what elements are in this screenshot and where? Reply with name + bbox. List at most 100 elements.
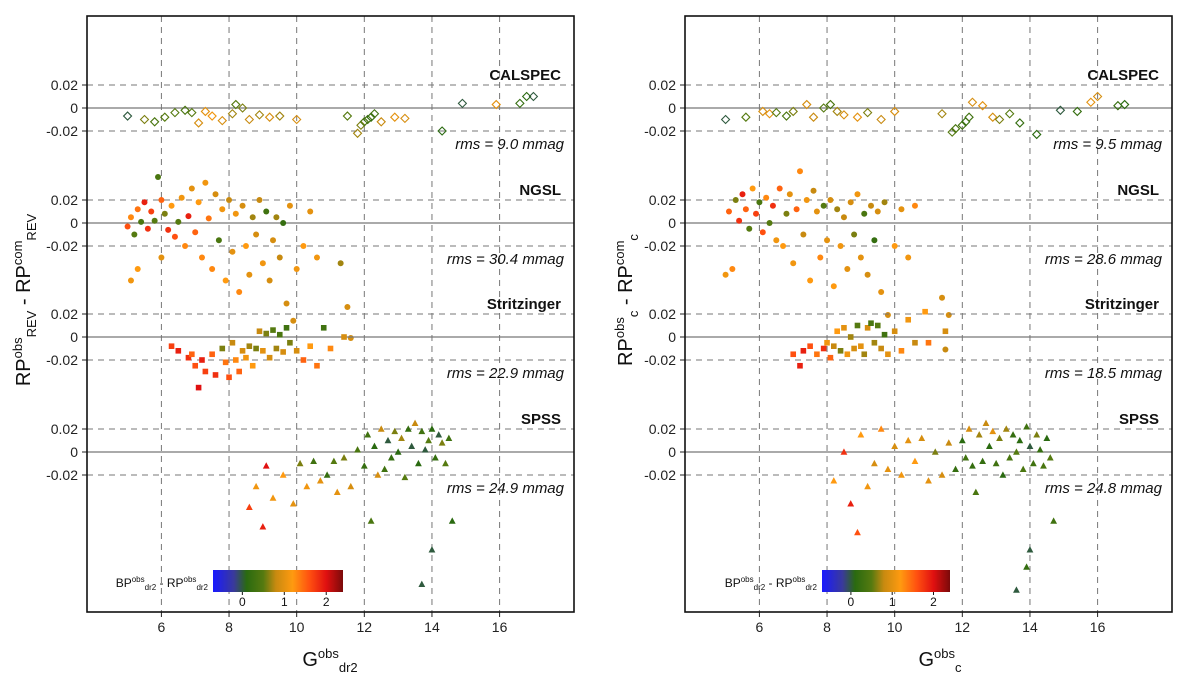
data-point xyxy=(884,312,891,318)
data-point xyxy=(442,459,449,467)
data-point xyxy=(725,208,732,215)
data-point xyxy=(942,346,949,353)
data-point xyxy=(262,462,270,469)
data-point xyxy=(273,214,280,221)
data-point xyxy=(141,199,148,206)
data-point xyxy=(905,254,912,261)
data-point xyxy=(307,208,314,215)
data-point xyxy=(362,114,373,125)
data-point xyxy=(964,112,974,122)
data-point xyxy=(1026,546,1034,553)
data-point xyxy=(333,488,341,496)
data-point xyxy=(207,111,217,121)
data-point xyxy=(270,327,276,333)
data-point xyxy=(158,197,165,203)
data-point xyxy=(313,254,320,261)
data-point xyxy=(788,106,799,117)
data-point xyxy=(293,348,300,354)
data-point xyxy=(985,442,993,450)
data-point xyxy=(408,442,416,450)
data-point xyxy=(1092,91,1103,102)
data-point xyxy=(219,345,226,352)
y-axis-label: RPobsc - RPcomc xyxy=(612,234,641,366)
data-point xyxy=(820,345,827,352)
data-point xyxy=(1004,108,1015,119)
data-point xyxy=(918,434,926,441)
x-label-main: G xyxy=(918,649,934,671)
colorbar-label-a: BP xyxy=(116,576,132,590)
data-point xyxy=(276,331,283,338)
data-point xyxy=(239,348,246,354)
data-point xyxy=(827,354,834,361)
data-point xyxy=(280,349,286,355)
data-point xyxy=(259,523,267,530)
data-point xyxy=(263,330,270,337)
data-point xyxy=(844,266,851,272)
data-point xyxy=(766,220,773,226)
data-point xyxy=(720,114,731,125)
data-point xyxy=(732,197,739,203)
section-title: SPSS xyxy=(521,411,561,428)
data-point xyxy=(151,217,158,224)
y-label-a-sub: c xyxy=(626,310,641,317)
y-label-b-sup: com xyxy=(10,241,25,266)
data-point xyxy=(229,248,236,255)
data-point xyxy=(160,112,170,122)
data-point xyxy=(1015,118,1025,128)
data-point xyxy=(947,127,957,137)
data-point xyxy=(283,325,290,331)
data-point xyxy=(763,194,770,201)
data-point xyxy=(170,107,180,118)
data-point xyxy=(374,471,382,478)
data-point xyxy=(411,419,419,427)
data-point xyxy=(996,434,1003,441)
data-point xyxy=(790,351,797,358)
data-point xyxy=(222,277,229,284)
data-point xyxy=(376,117,387,127)
data-point xyxy=(994,114,1005,125)
data-point xyxy=(171,233,178,240)
data-point xyxy=(945,312,952,318)
data-point xyxy=(428,425,436,432)
data-point xyxy=(729,266,736,272)
data-point xyxy=(878,289,885,295)
data-point xyxy=(891,328,898,335)
data-point xyxy=(898,206,905,213)
data-point xyxy=(431,454,439,461)
data-point xyxy=(1026,442,1034,450)
data-point xyxy=(310,457,317,464)
data-point xyxy=(1046,454,1054,461)
data-point xyxy=(344,303,351,310)
data-point xyxy=(252,482,260,490)
x-tick-label: 8 xyxy=(823,619,831,635)
data-point xyxy=(962,454,970,461)
data-point xyxy=(369,108,380,119)
data-point xyxy=(1016,436,1024,444)
data-point xyxy=(148,208,155,215)
data-point xyxy=(200,106,211,117)
y-tick-label: -0.02 xyxy=(644,352,676,368)
data-point xyxy=(807,343,813,349)
colorbar-label: BPobsdr2 - RPobsdr2 xyxy=(116,575,209,592)
data-point xyxy=(384,436,392,444)
data-point xyxy=(367,517,375,524)
data-point xyxy=(418,580,426,588)
data-point xyxy=(158,254,165,261)
data-point xyxy=(127,277,134,284)
data-point xyxy=(303,482,311,490)
data-point xyxy=(965,425,973,432)
data-point xyxy=(851,231,858,238)
data-point xyxy=(864,325,871,331)
data-point xyxy=(800,348,807,354)
data-point xyxy=(289,500,297,507)
data-point xyxy=(131,231,138,238)
y-tick-label: -0.02 xyxy=(46,467,78,483)
y-tick-label: 0.02 xyxy=(51,77,78,93)
y-tick-label: -0.02 xyxy=(46,238,78,254)
x-tick-label: 16 xyxy=(492,619,508,635)
data-point xyxy=(1036,446,1044,453)
data-point xyxy=(249,214,256,221)
x-tick-label: 14 xyxy=(1022,619,1038,635)
y-label-a-sup: obs xyxy=(10,337,25,358)
